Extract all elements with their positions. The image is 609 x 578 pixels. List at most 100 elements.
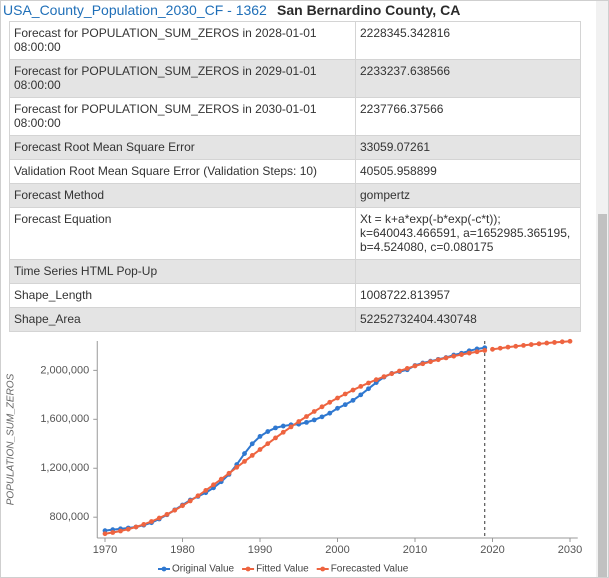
series-point: [552, 340, 557, 345]
legend-label: Forecasted Value: [331, 564, 409, 575]
attribute-row: Shape_Area 52252732404.430748: [9, 307, 581, 332]
series-point: [466, 350, 472, 356]
x-tick-label: 2010: [403, 544, 427, 556]
legend-item[interactable]: Forecasted Value: [316, 564, 409, 575]
layer-title[interactable]: USA_County_Population_2030_CF - 1362: [3, 2, 267, 18]
series-line: [104, 346, 485, 532]
series-point: [273, 435, 278, 441]
field-value: 1008722.813957: [355, 283, 581, 308]
series-point: [536, 341, 542, 347]
field-value: 2228345.342816: [355, 21, 581, 60]
series-point: [373, 377, 379, 383]
series-point: [350, 387, 356, 393]
field-value: 52252732404.430748: [355, 307, 581, 332]
series-point: [234, 464, 240, 470]
series-point: [118, 528, 123, 534]
legend-swatch-dot: [161, 566, 167, 572]
series-point: [335, 395, 340, 401]
attribute-row: Forecast Equation Xt = k+a*exp(-b*exp(-c*…: [9, 207, 581, 260]
series-point: [257, 434, 263, 439]
x-tick-label: 1980: [170, 544, 194, 556]
series-point: [327, 410, 333, 416]
series-point: [342, 391, 348, 397]
series-point: [164, 511, 170, 517]
series-point: [242, 459, 247, 464]
y-tick-label: 2,000,000: [40, 364, 89, 376]
series-point: [335, 405, 340, 411]
series-point: [218, 476, 224, 482]
series-point: [156, 515, 162, 521]
series-point: [350, 397, 356, 403]
legend-item[interactable]: Original Value: [158, 564, 235, 575]
field-name: Forecast for POPULATION_SUM_ZEROS in 202…: [9, 59, 356, 98]
series-point: [110, 530, 116, 535]
series-point: [435, 357, 441, 363]
feature-title: San Bernardino County, CA: [277, 2, 461, 18]
series-line: [104, 349, 485, 535]
attribute-row: Forecast for POPULATION_SUM_ZEROS in 202…: [9, 59, 581, 98]
series-point: [249, 441, 255, 447]
series-point: [280, 429, 286, 435]
series-point: [366, 380, 371, 386]
y-tick-label: 1,600,000: [40, 413, 89, 425]
field-value: 2233237.638566: [355, 59, 581, 98]
series-point: [420, 361, 426, 367]
series-point: [195, 493, 201, 499]
attribute-table: Forecast for POPULATION_SUM_ZEROS in 202…: [9, 21, 581, 332]
field-name: Validation Root Mean Square Error (Valid…: [9, 159, 356, 184]
series-point: [265, 429, 271, 434]
series-point: [451, 353, 457, 359]
attribute-row: Validation Root Mean Square Error (Valid…: [9, 159, 581, 184]
series-point: [288, 424, 294, 430]
attribute-row: Time Series HTML Pop-Up: [9, 259, 581, 284]
series-point: [149, 519, 154, 524]
series-point: [257, 447, 263, 452]
x-tick-label: 1990: [248, 544, 272, 556]
legend-item[interactable]: Fitted Value: [242, 564, 309, 575]
field-value: 2237766.37566: [355, 97, 581, 136]
field-value: Xt = k+a*exp(-b*exp(-c*t)); k=640043.466…: [355, 207, 581, 260]
popup-header: USA_County_Population_2030_CF - 1362 San…: [1, 1, 596, 21]
attribute-row: Forecast for POPULATION_SUM_ZEROS in 203…: [9, 97, 581, 136]
series-point: [242, 451, 247, 456]
series-point: [497, 345, 503, 351]
series-point: [311, 417, 317, 423]
series-point: [521, 343, 526, 348]
series-point: [412, 363, 418, 369]
series: [102, 348, 488, 537]
series-point: [474, 349, 480, 355]
series: [490, 338, 573, 352]
series-point: [397, 368, 402, 374]
series-point: [319, 414, 325, 420]
y-tick-label: 1,200,000: [40, 462, 89, 474]
attribute-row: Forecast Method gompertz: [9, 183, 581, 208]
field-value: gompertz: [355, 183, 581, 208]
series-point: [273, 425, 278, 431]
x-tick-label: 2000: [325, 544, 349, 556]
scrollbar-thumb[interactable]: [598, 214, 607, 577]
series-point: [482, 348, 488, 353]
series-point: [404, 366, 410, 371]
series-point: [389, 371, 395, 377]
series-point: [381, 374, 387, 380]
series-point: [327, 399, 333, 405]
field-name: Shape_Area: [9, 307, 356, 332]
series-point: [358, 383, 364, 389]
series-point: [513, 343, 519, 349]
series-point: [304, 419, 309, 425]
series-point: [125, 526, 131, 532]
y-axis-label: POPULATION_SUM_ZEROS: [6, 373, 17, 505]
series-point: [102, 531, 108, 537]
field-value: 33059.07261: [355, 135, 581, 160]
field-name: Forecast Method: [9, 183, 356, 208]
series-point: [211, 482, 216, 488]
field-name: Time Series HTML Pop-Up: [9, 259, 356, 284]
series-point: [180, 503, 185, 509]
series-point: [342, 402, 348, 408]
series-point: [304, 414, 309, 419]
field-name: Forecast Equation: [9, 207, 356, 260]
series-point: [226, 470, 232, 476]
series-point: [249, 453, 255, 458]
series-point: [366, 386, 371, 392]
series-point: [203, 488, 209, 493]
